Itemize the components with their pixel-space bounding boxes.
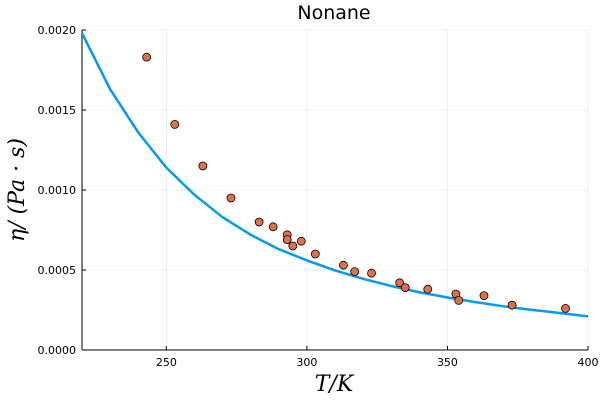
x-tick-label: 400 (578, 356, 599, 369)
x-tick-label: 300 (296, 356, 317, 369)
y-ticks: 0.0000 0.0005 0.0010 0.0015 0.0020 (38, 24, 86, 357)
scatter-point (170, 120, 180, 129)
x-tick-label: 350 (437, 356, 458, 369)
y-tick-label: 0.0015 (38, 104, 77, 117)
scatter-point (198, 161, 208, 171)
x-axis-label: T/K (315, 372, 355, 397)
y-tick-label: 0.0010 (38, 184, 77, 197)
scatter-point (339, 260, 348, 270)
plot-area (82, 32, 588, 318)
y-tick-label: 0.0000 (38, 344, 77, 357)
scatter-point (400, 283, 410, 293)
scatter-point (395, 278, 405, 288)
scatter-point (367, 268, 376, 278)
scatter-point (268, 222, 278, 232)
scatter-point (142, 52, 152, 62)
fit-curve-line (82, 32, 588, 318)
scatter-point (423, 284, 433, 294)
scatter-point (507, 300, 517, 310)
scatter-point (254, 217, 264, 227)
scatter-point (282, 235, 292, 245)
x-ticks: 250 300 350 400 (156, 346, 599, 369)
scatter-point (288, 241, 298, 251)
x-tick-label: 250 (156, 356, 177, 369)
y-tick-label: 0.0020 (38, 24, 77, 37)
y-tick-label: 0.0005 (38, 264, 77, 277)
scatter-point (226, 193, 236, 203)
scatter-point (454, 295, 464, 305)
scatter-point (479, 291, 489, 301)
y-axis-label: η/ (Pa · s) (5, 138, 30, 242)
scatter-point (310, 249, 320, 259)
scatter-point (350, 267, 360, 277)
scatter-point (561, 303, 570, 313)
scatter-point (296, 236, 306, 246)
chart-title: Nonane (297, 2, 370, 24)
